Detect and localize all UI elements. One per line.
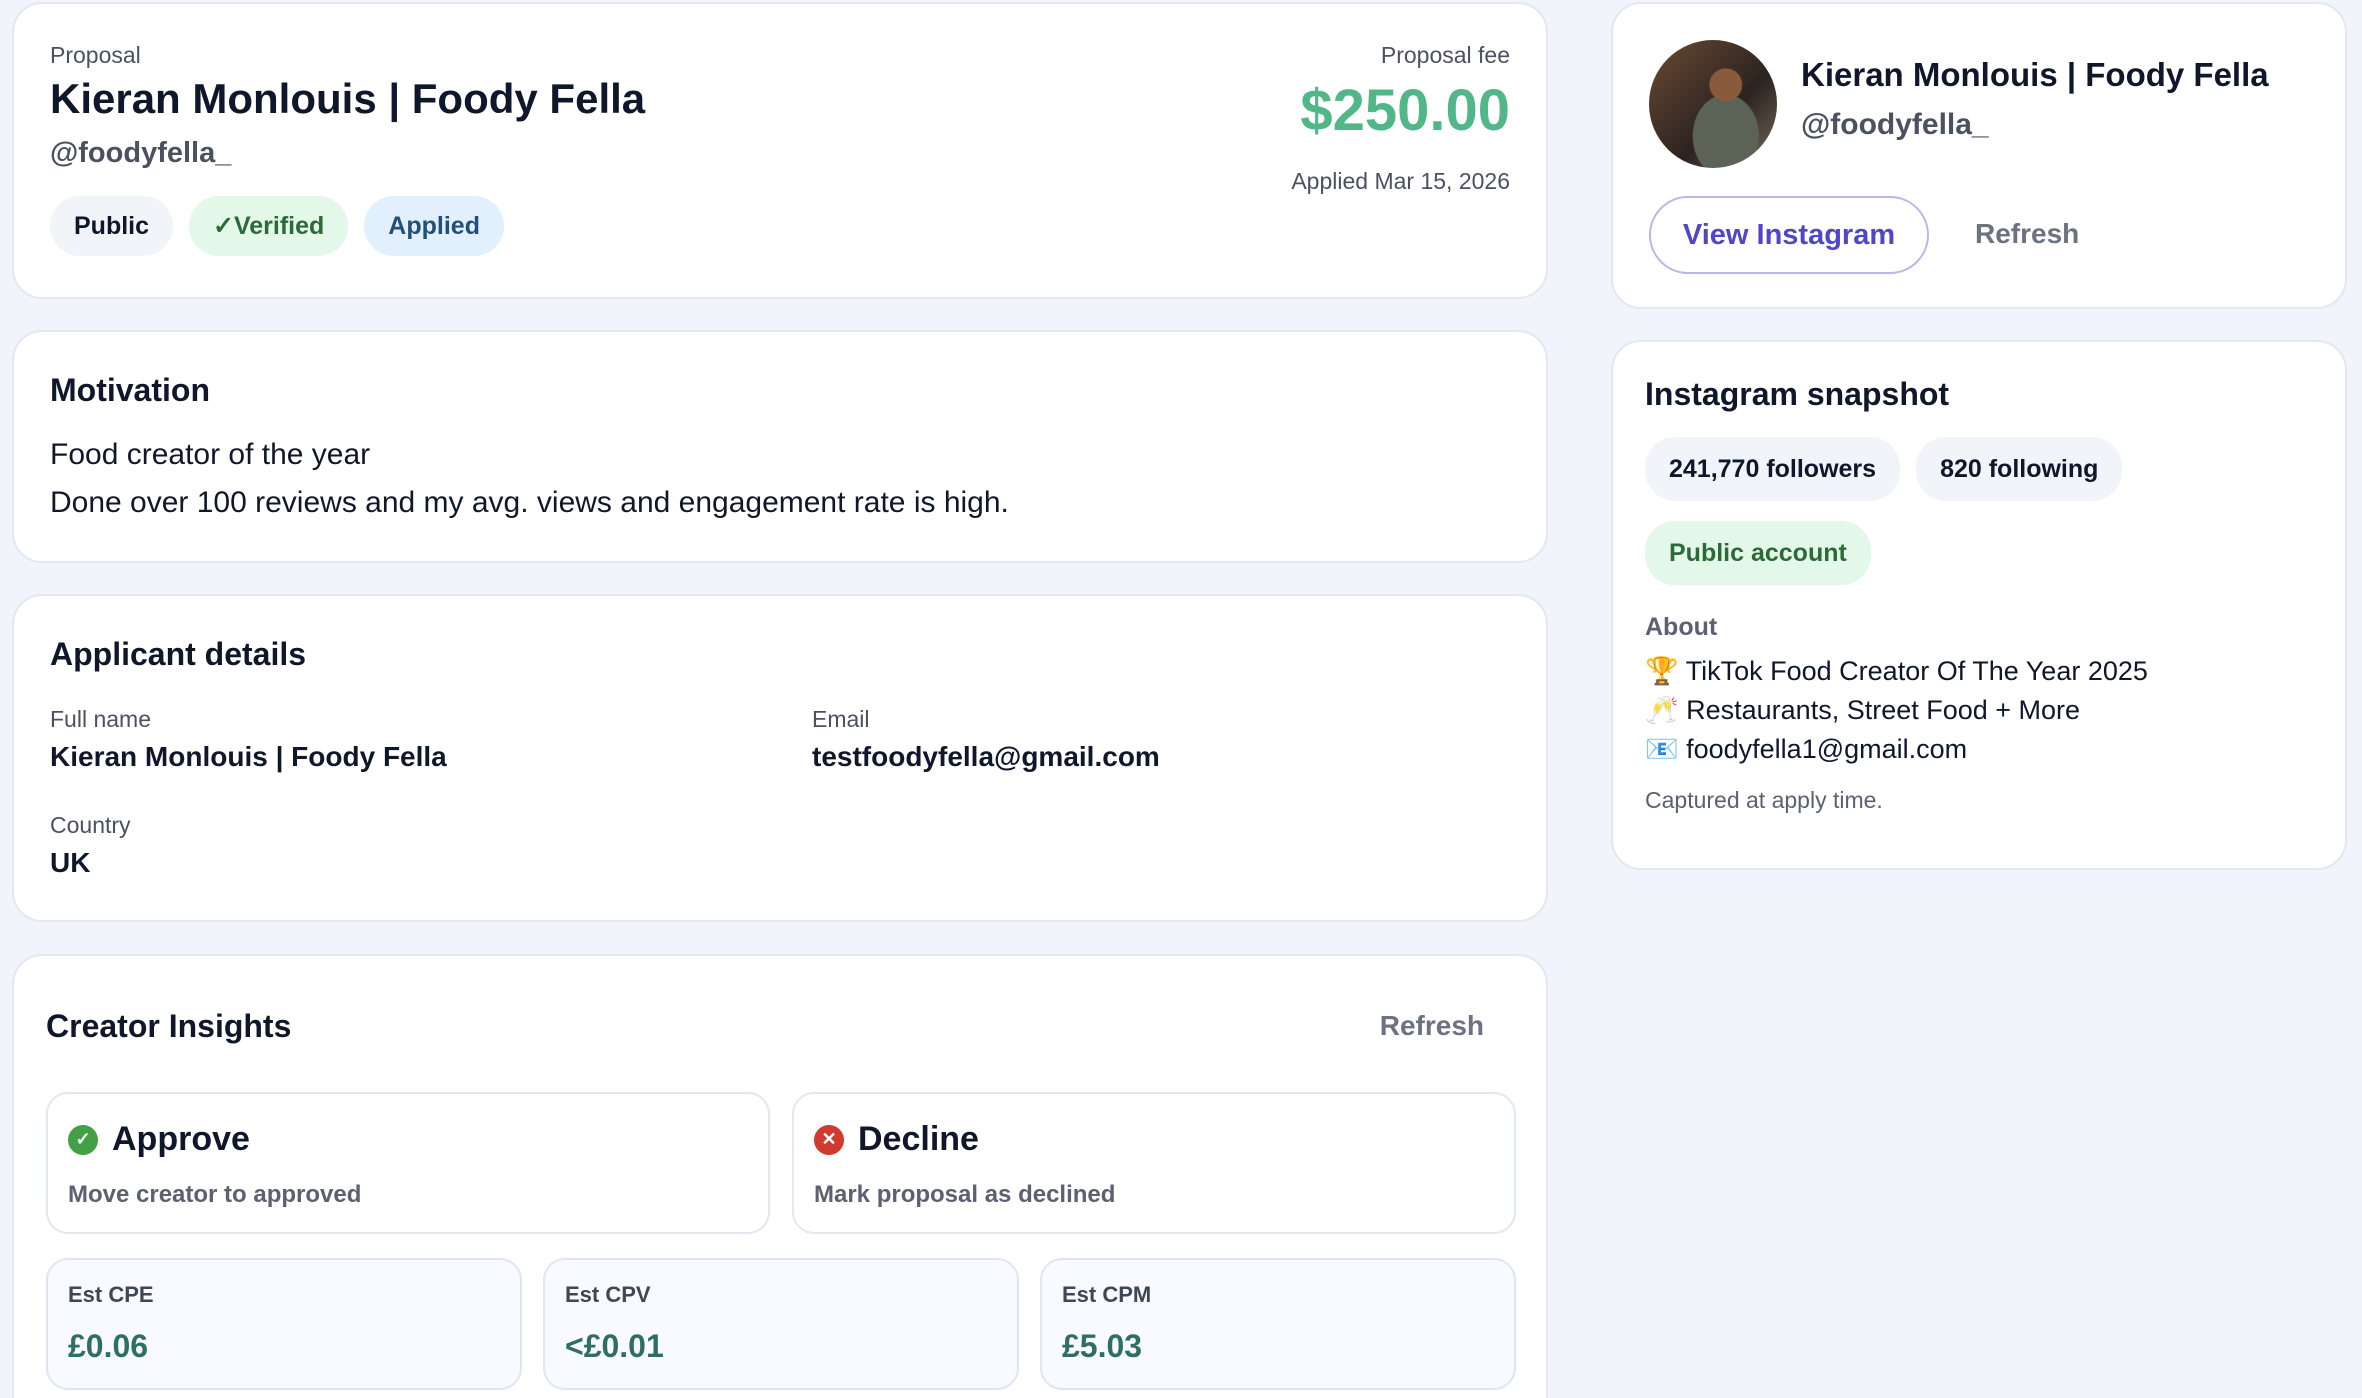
view-instagram-button[interactable]: View Instagram [1649, 196, 1929, 274]
account-type-badge: Public account [1645, 521, 1871, 585]
country-value: UK [50, 847, 91, 878]
approve-title: Approve [112, 1120, 250, 1158]
fee-label: Proposal fee [1380, 42, 1510, 68]
email-value: testfoodyfella@gmail.com [812, 741, 1160, 772]
instagram-snapshot-card: Instagram snapshot 241,770 followers 820… [1611, 340, 2347, 870]
decline-subtitle: Mark proposal as declined [814, 1181, 1116, 1208]
motivation-line: Done over 100 reviews and my avg. views … [50, 486, 1009, 519]
decline-title: Decline [858, 1120, 979, 1158]
captured-note: Captured at apply time. [1645, 787, 1883, 813]
metric-value: <£0.01 [565, 1328, 664, 1364]
proposal-label: Proposal [50, 42, 141, 68]
check-circle-icon: ✓ [68, 1124, 98, 1155]
approve-button[interactable]: ✓ Approve Move creator to approved [46, 1092, 770, 1234]
country-label: Country [50, 812, 131, 838]
metric-value: £5.03 [1062, 1328, 1143, 1364]
motivation-title: Motivation [50, 372, 210, 408]
followers-count: 241,770 followers [1645, 437, 1901, 501]
metric-label: Est CPM [1062, 1282, 1152, 1307]
metric-value: £0.06 [68, 1328, 149, 1364]
insights-title: Creator Insights [46, 1008, 292, 1044]
profile-card: Kieran Monlouis | Foody Fella @foodyfell… [1611, 2, 2347, 309]
snapshot-title: Instagram snapshot [1645, 376, 1950, 412]
public-badge: Public [50, 196, 174, 256]
about-line: 📧 foodyfella1@gmail.com [1645, 734, 1968, 764]
motivation-card: Motivation Food creator of the year Done… [12, 330, 1548, 563]
profile-handle: @foodyfella_ [1801, 108, 1989, 141]
profile-refresh-button[interactable]: Refresh [1975, 218, 2080, 249]
metric-label: Est CPE [68, 1282, 154, 1307]
proposal-name: Kieran Monlouis | Foody Fella [50, 75, 646, 122]
x-circle-icon: ✕ [814, 1124, 844, 1155]
full-name-label: Full name [50, 706, 151, 732]
proposal-fee: $250.00 [1300, 78, 1510, 143]
following-count: 820 following [1916, 437, 2123, 501]
applicant-title: Applicant details [50, 636, 307, 672]
proposal-handle: @foodyfella_ [50, 137, 232, 169]
approve-subtitle: Move creator to approved [68, 1181, 362, 1208]
metric-cpm: Est CPM £5.03 [1040, 1258, 1516, 1390]
about-line: 🥂 Restaurants, Street Food + More [1645, 695, 2081, 725]
verified-badge: ✓Verified [189, 196, 349, 256]
applicant-details-card: Applicant details Full name Kieran Monlo… [12, 594, 1548, 922]
avatar [1649, 40, 1777, 168]
creator-insights-card: Creator Insights Refresh ✓ Approve Move c… [12, 954, 1548, 1398]
metric-cpe: Est CPE £0.06 [46, 1258, 522, 1390]
insights-refresh-button[interactable]: Refresh [1379, 1010, 1484, 1041]
motivation-line: Food creator of the year [50, 438, 371, 471]
applied-date: Applied Mar 15, 2026 [1291, 168, 1510, 194]
profile-name: Kieran Monlouis | Foody Fella [1801, 56, 2269, 93]
about-label: About [1645, 613, 1718, 641]
proposal-card: Proposal Kieran Monlouis | Foody Fella @… [12, 2, 1548, 299]
full-name-value: Kieran Monlouis | Foody Fella [50, 741, 447, 772]
metric-cpv: Est CPV <£0.01 [543, 1258, 1019, 1390]
metric-label: Est CPV [565, 1282, 651, 1307]
status-badge: Applied [364, 196, 504, 256]
email-label: Email [812, 706, 870, 732]
about-line: 🏆 TikTok Food Creator Of The Year 2025 [1645, 656, 2148, 686]
decline-button[interactable]: ✕ Decline Mark proposal as declined [792, 1092, 1516, 1234]
